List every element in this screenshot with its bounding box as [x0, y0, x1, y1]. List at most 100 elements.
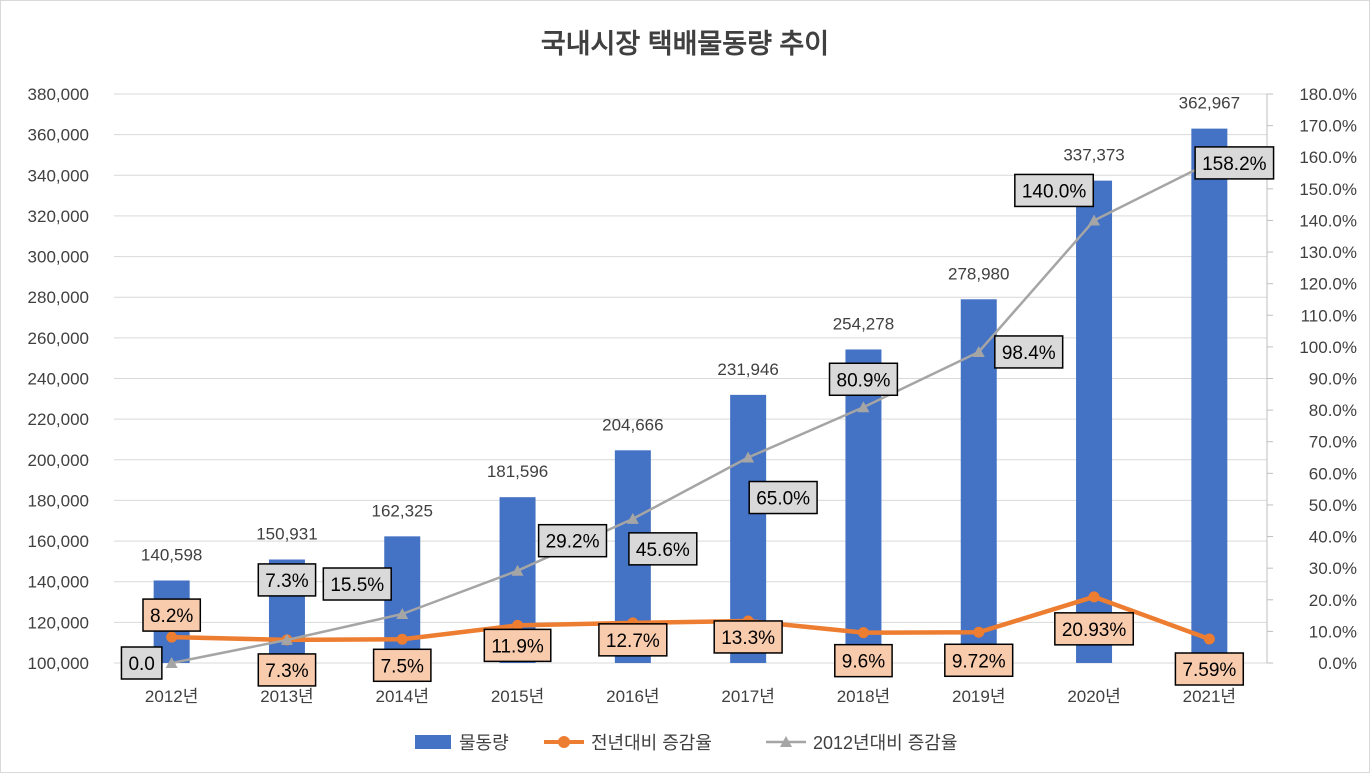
x-tick-label: 2018년 [837, 687, 890, 706]
label-vs2012-box [322, 567, 392, 601]
line-point-vs2012 [972, 345, 985, 357]
label-vs2012: 0.0 [128, 654, 154, 675]
label-yoy: 12.7% [606, 631, 660, 652]
label-vs2012: 80.9% [837, 370, 891, 391]
label-yoy-box [1174, 652, 1245, 686]
x-tick-label: 2012년 [145, 687, 198, 706]
line-point-vs2012 [396, 608, 409, 620]
label-yoy-box [598, 623, 668, 657]
label-yoy: 7.5% [381, 656, 424, 677]
x-tick-label: 2016년 [606, 687, 659, 706]
bar-value-label: 254,278 [833, 314, 894, 333]
y-left-tick-label: 160,000 [28, 532, 89, 551]
chart-title: 국내시장 택배물동량 추이 [541, 29, 829, 59]
label-vs2012: 29.2% [546, 532, 600, 553]
y-right-tick-label: 130.0% [1299, 243, 1357, 262]
label-vs2012-box [748, 480, 818, 515]
bar-2019년 [960, 299, 997, 663]
line-point-vs2012 [626, 512, 639, 524]
y-left-tick-label: 300,000 [28, 248, 89, 267]
y-right-tick-label: 30.0% [1309, 559, 1357, 578]
line-point-yoy [973, 626, 985, 638]
label-vs2012-box [120, 646, 163, 680]
label-yoy: 9.6% [842, 652, 885, 673]
label-vs2012: 45.6% [636, 540, 690, 561]
label-vs2012: 15.5% [330, 575, 384, 596]
y-left-tick-label: 240,000 [28, 370, 89, 389]
line-point-yoy [512, 619, 524, 631]
legend-label-vs2012: 2012년대비 증감율 [813, 733, 957, 753]
y-left-tick-label: 320,000 [28, 207, 89, 226]
y-left-tick-label: 120,000 [28, 613, 89, 632]
line-point-yoy [396, 633, 408, 645]
bar-value-label: 204,666 [602, 415, 663, 434]
label-yoy: 20.93% [1062, 620, 1127, 641]
series-line-yoy [171, 594, 1211, 643]
y-right-tick-label: 60.0% [1309, 464, 1357, 483]
legend-swatch-bar [415, 735, 451, 749]
label-yoy-box [372, 648, 432, 683]
label-yoy-box [142, 598, 202, 632]
label-vs2012-box [257, 563, 317, 597]
bar-value-label: 231,946 [717, 360, 778, 379]
legend-label-bar: 물동량 [459, 733, 509, 753]
y-right-tick-label: 50.0% [1309, 496, 1357, 515]
bar-value-label: 162,325 [372, 501, 433, 520]
label-vs2012-box [994, 335, 1064, 369]
y-left-tick-label: 200,000 [28, 451, 89, 470]
y-right-tick-label: 90.0% [1309, 370, 1357, 389]
line-point-yoy [166, 631, 178, 643]
line-point-vs2012 [742, 451, 755, 463]
y-right-tick-label: 10.0% [1309, 622, 1357, 641]
label-yoy: 11.9% [491, 636, 544, 657]
label-vs2012-box [537, 523, 608, 558]
legend-marker-yoy [558, 736, 570, 748]
legend-label-yoy: 전년대비 증감율 [591, 733, 712, 753]
label-vs2012-box [628, 532, 698, 566]
line-point-yoy [1203, 633, 1215, 645]
x-tick-label: 2017년 [721, 687, 774, 706]
bar-2018년 [845, 349, 882, 663]
y-right-tick-label: 160.0% [1299, 148, 1357, 167]
bar-2020년 [1076, 180, 1113, 664]
bar-value-label: 181,596 [487, 462, 548, 481]
line-point-yoy [1088, 591, 1100, 603]
label-yoy-box [713, 620, 783, 654]
y-right-tick-label: 100.0% [1299, 338, 1357, 357]
y-right-tick-label: 40.0% [1309, 528, 1357, 547]
legend-marker-vs2012 [780, 736, 792, 747]
label-yoy-box [944, 643, 1014, 678]
x-tick-label: 2019년 [952, 687, 1005, 706]
y-right-tick-label: 140.0% [1299, 211, 1357, 230]
x-tick-label: 2015년 [491, 687, 544, 706]
label-yoy-box [257, 653, 317, 687]
label-yoy: 8.2% [150, 606, 193, 627]
y-left-tick-label: 260,000 [28, 329, 89, 348]
y-right-tick-label: 70.0% [1309, 433, 1357, 452]
y-right-tick-label: 120.0% [1299, 275, 1357, 294]
label-yoy-box [483, 628, 552, 663]
label-yoy: 7.59% [1182, 660, 1236, 681]
label-yoy-box [834, 643, 893, 678]
y-right-tick-label: 80.0% [1309, 401, 1357, 420]
label-yoy-box [1054, 612, 1135, 646]
label-vs2012: 98.4% [1002, 343, 1056, 364]
bar-value-label: 278,980 [948, 264, 1009, 283]
y-right-tick-label: 110.0% [1301, 306, 1357, 325]
y-right-tick-label: 20.0% [1309, 591, 1357, 610]
y-left-tick-label: 180,000 [28, 491, 89, 510]
bar-2021년 [1191, 128, 1228, 663]
y-left-tick-label: 380,000 [28, 85, 89, 104]
y-left-tick-label: 140,000 [28, 573, 89, 592]
x-tick-label: 2013년 [260, 687, 313, 706]
line-point-vs2012 [165, 657, 178, 668]
y-right-tick-label: 170.0% [1299, 117, 1357, 136]
y-right-tick-label: 0.0% [1318, 654, 1357, 673]
label-yoy: 7.3% [265, 661, 308, 682]
line-point-vs2012 [857, 401, 870, 413]
label-vs2012-box [1194, 146, 1275, 180]
label-vs2012: 158.2% [1202, 154, 1267, 175]
bar-value-label: 362,967 [1179, 94, 1240, 113]
y-right-tick-label: 180.0% [1299, 85, 1357, 104]
